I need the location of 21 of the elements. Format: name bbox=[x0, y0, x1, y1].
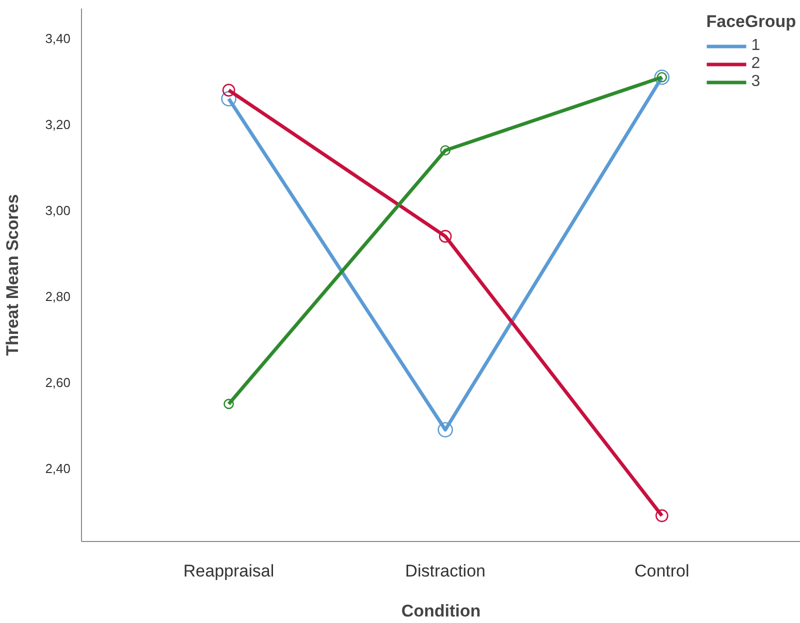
point bbox=[440, 145, 450, 156]
legend-label: 2 bbox=[751, 55, 762, 73]
point bbox=[656, 509, 668, 522]
y-tick-label: 3,40 bbox=[45, 31, 71, 46]
legend-label: 3 bbox=[751, 73, 762, 91]
point bbox=[438, 230, 452, 243]
x-axis-title: Condition bbox=[401, 602, 481, 620]
y-tick-label: 3,00 bbox=[45, 203, 71, 218]
legend-label: 1 bbox=[751, 37, 762, 55]
point bbox=[222, 84, 236, 97]
y-tick-label: 2,60 bbox=[45, 374, 71, 390]
x-tick-label: Distraction bbox=[405, 562, 486, 580]
x-tick-label: Reappraisal bbox=[183, 562, 274, 580]
x-tick-label: Control bbox=[634, 562, 690, 580]
y-tick-label: 2,80 bbox=[45, 288, 71, 304]
y-axis-title: Threat Mean Scores bbox=[3, 194, 22, 356]
y-tick-label: 3,20 bbox=[45, 117, 71, 132]
point bbox=[438, 422, 453, 438]
point bbox=[224, 398, 234, 410]
y-tick-label: 2,40 bbox=[45, 460, 71, 476]
legend-title: FaceGroup bbox=[706, 12, 796, 32]
